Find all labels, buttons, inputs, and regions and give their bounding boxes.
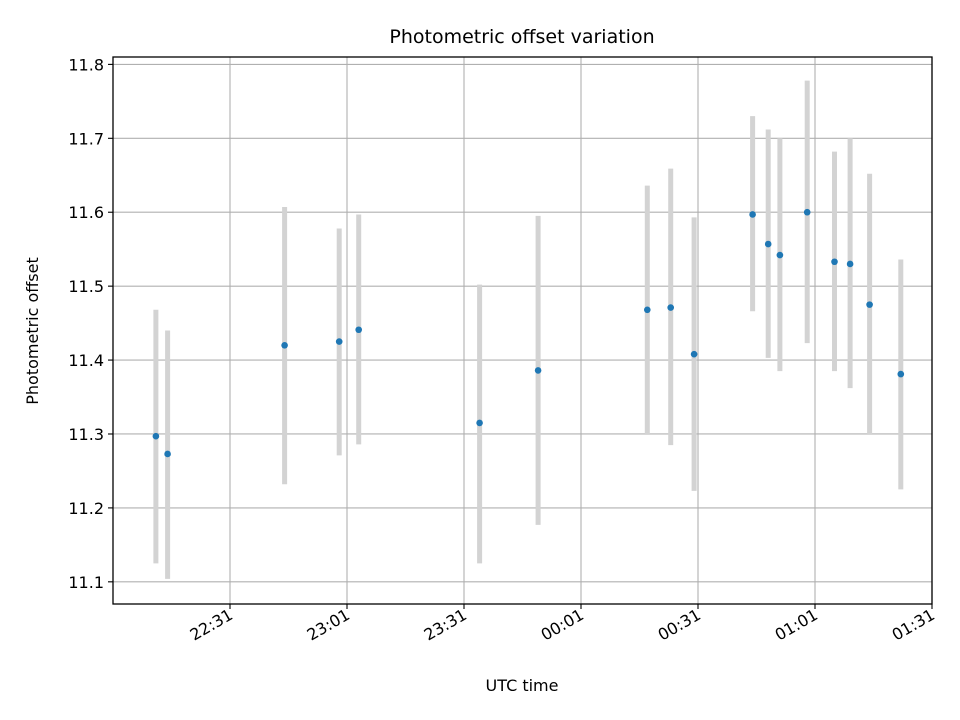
x-tick-label: 01:01: [772, 605, 821, 645]
data-point: [164, 450, 171, 458]
data-point: [776, 251, 784, 259]
data-point: [476, 419, 483, 427]
data-point: [335, 338, 343, 345]
x-tick-label: 00:01: [538, 605, 587, 645]
y-tick-label: 11.2: [68, 499, 104, 518]
x-tick-label: 22:31: [187, 605, 236, 645]
chart-title: Photometric offset variation: [389, 26, 654, 48]
x-tick-label: 01:31: [889, 605, 938, 645]
x-axis: 22:31 23:01 23:31 00:01 00:31 01:01 01:31: [187, 604, 938, 645]
y-tick-label: 11.7: [68, 129, 104, 148]
y-tick-label: 11.1: [68, 573, 104, 592]
data-point: [749, 211, 756, 218]
y-tick-label: 11.5: [68, 277, 104, 296]
data-point: [690, 350, 698, 358]
x-tick-label: 00:31: [655, 605, 704, 645]
y-axis: 11.1 11.2 11.3 11.4 11.5 11.6 11.7 11.8: [68, 55, 113, 592]
x-tick-label: 23:31: [421, 605, 470, 645]
error-bars: [153, 80, 904, 579]
y-tick-label: 11.4: [68, 351, 104, 370]
data-point: [764, 240, 772, 248]
x-axis-label: UTC time: [486, 676, 559, 695]
y-tick-label: 11.8: [68, 55, 104, 74]
data-point: [866, 301, 873, 308]
x-tick-label: 23:01: [304, 605, 353, 645]
data-point: [897, 370, 905, 378]
data-point: [534, 367, 542, 374]
data-point: [152, 432, 160, 440]
plot-frame: [112, 56, 933, 605]
data-point: [355, 326, 363, 334]
grid: [113, 57, 933, 604]
data-point: [667, 304, 674, 311]
data-point: [831, 258, 838, 266]
y-tick-label: 11.6: [68, 203, 104, 222]
data-point: [644, 306, 651, 314]
data-points: [152, 208, 905, 458]
y-axis-label: Photometric offset: [23, 257, 42, 405]
data-point: [846, 260, 854, 268]
data-point: [281, 341, 288, 349]
y-tick-label: 11.3: [68, 425, 104, 444]
data-point: [803, 208, 811, 216]
